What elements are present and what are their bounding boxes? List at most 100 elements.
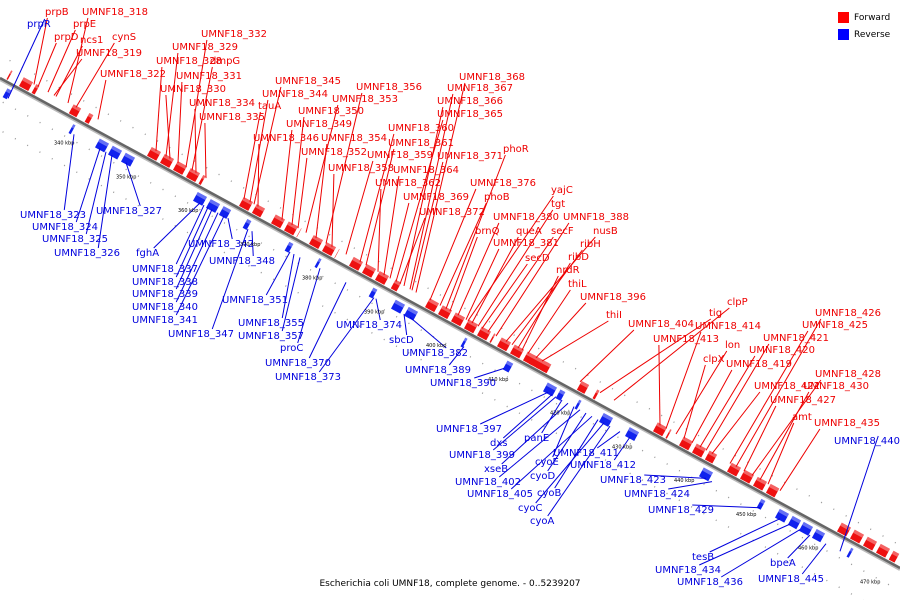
backbone-line: [0, 76, 900, 570]
gene-label-umnf18-350: UMNF18_350: [291, 106, 364, 226]
forward-gene-block: [374, 271, 390, 285]
reverse-gene-block-shine: [317, 258, 322, 263]
reverse-gene-block: [798, 521, 814, 536]
gene-name: UMNF18_338: [132, 277, 198, 288]
forward-gene-block-shine: [544, 361, 552, 368]
forward-gene-block-body: [31, 84, 40, 95]
gene-label-umnf18-368: UMNF18_368: [415, 72, 525, 293]
tick-label: 440 kbp: [674, 478, 694, 484]
gene-label-umnf18-430: UMNF18_430: [759, 381, 869, 481]
callout-line: [297, 157, 308, 229]
forward-gene-block-body: [159, 154, 175, 168]
callout-line: [467, 195, 554, 322]
gene-label-umnf18-360: UMNF18_360: [359, 123, 454, 263]
gene-label-umnf18-373: UMNF18_373: [275, 297, 375, 383]
forward-gene-block: [476, 326, 492, 341]
forward-gene-block: [849, 529, 865, 544]
gene-label-umnf18-353: UMNF18_353: [305, 94, 398, 233]
gene-label-clpx: clpX: [683, 354, 725, 439]
forward-gene-block: [496, 337, 512, 352]
reverse-gene-block-shine: [614, 420, 616, 423]
gene-label-umnf18-362: UMNF18_362: [375, 178, 441, 272]
gene-name: UMNF18_360: [388, 123, 454, 134]
forward-gene-block: [334, 248, 340, 258]
gene-name: UMNF18_355: [238, 318, 304, 329]
gene-label-umnf18-381: UMNF18_381: [465, 238, 559, 320]
gene-name: UMNF18_371: [437, 151, 503, 162]
gene-label-umnf18-326: UMNF18_326: [54, 154, 120, 259]
gene-name: dxs: [490, 438, 507, 449]
gene-name: UMNF18_381: [493, 238, 559, 249]
forward-gene-block-shine: [287, 221, 299, 230]
callout-line: [265, 251, 291, 296]
forward-gene-block-body: [752, 476, 768, 491]
reverse-gene-block-body: [403, 306, 419, 321]
callout-line: [535, 422, 605, 504]
callout-line: [415, 82, 466, 293]
gene-label-bpea: bpeA: [770, 534, 811, 569]
gene-label-umnf18-342: UMNF18_342: [188, 218, 254, 250]
reverse-gene-block-body: [68, 124, 76, 135]
gene-label-umnf18-421: UMNF18_421: [705, 333, 829, 451]
callout-line: [409, 93, 454, 290]
callout-line: [743, 405, 777, 472]
reverse-gene-block-shine: [71, 124, 76, 129]
gene-name: dmpG: [210, 56, 240, 67]
reverse-gene-block-shine: [505, 360, 514, 367]
reverse-gene-block: [2, 88, 12, 100]
gene-name: UMNF18_445: [758, 574, 824, 585]
gene-label-umnf18-440: UMNF18_440: [834, 435, 900, 552]
forward-gene-block: [665, 429, 672, 439]
gene-label-tig: tig: [599, 308, 722, 394]
gene-name: UMNF18_358: [328, 163, 394, 174]
forward-gene-block-shine: [150, 146, 162, 156]
reverse-gene-block: [205, 199, 221, 213]
gene-label-clpp: clpP: [613, 297, 748, 401]
legend-forward-label: Forward: [854, 12, 891, 23]
callout-line: [767, 422, 795, 485]
callout-line: [658, 344, 661, 426]
callout-line: [644, 474, 707, 479]
gene-label-umnf18-358: UMNF18_358: [328, 163, 394, 247]
reverse-gene-block-shine: [714, 474, 716, 477]
reverse-gene-block-body: [460, 337, 468, 348]
callout-line: [498, 409, 581, 478]
reverse-gene-block-shine: [849, 547, 854, 553]
gene-name: UMNF18_374: [336, 320, 402, 331]
callout-line: [331, 173, 335, 247]
gene-name: UMNF18_422: [754, 381, 820, 392]
callout-line: [751, 379, 822, 476]
gene-name: tgt: [551, 199, 565, 210]
callout-line: [439, 202, 487, 306]
reverse-gene-block-shine: [209, 199, 221, 208]
reverse-gene-block-body: [811, 528, 826, 543]
gene-name: UMNF18_366: [437, 96, 503, 107]
callout-line: [251, 231, 254, 257]
forward-gene-block-body: [270, 214, 286, 229]
callout-line: [318, 297, 375, 373]
reverse-gene-block-shine: [196, 191, 208, 201]
callout-line: [325, 92, 363, 244]
callout-line: [153, 202, 201, 249]
reverse-gene-block-shine: [702, 467, 714, 476]
gene-label-thil: thiL: [527, 279, 587, 354]
reverse-gene-block-body: [133, 160, 138, 169]
gene-label-umnf18-337: UMNF18_337: [132, 204, 205, 275]
callout-line: [839, 435, 879, 552]
reverse-gene-block-body: [574, 399, 582, 410]
tick-label: 460 kbp: [798, 546, 818, 552]
gene-label-tgt: tgt: [477, 199, 565, 327]
gene-name: UMNF18_353: [332, 94, 398, 105]
reverse-gene-block-body: [205, 199, 221, 213]
gene-label-cyod: cyoD: [530, 412, 587, 482]
gene-label-umnf18-364: UMNF18_364: [383, 165, 459, 276]
gene-label-ncs1: ncs1: [55, 35, 103, 97]
callout-line: [409, 316, 447, 349]
genome-caption: Escherichia coli UMNF18, complete genome…: [319, 579, 581, 589]
gene-label-umnf18-347: UMNF18_347: [168, 228, 249, 340]
gene-name: UMNF18_365: [437, 109, 503, 120]
forward-gene-block: [704, 450, 718, 464]
gene-name: UMNF18_388: [563, 212, 629, 223]
forward-gene-block-body: [849, 529, 865, 544]
forward-gene-block-shine: [579, 380, 590, 389]
